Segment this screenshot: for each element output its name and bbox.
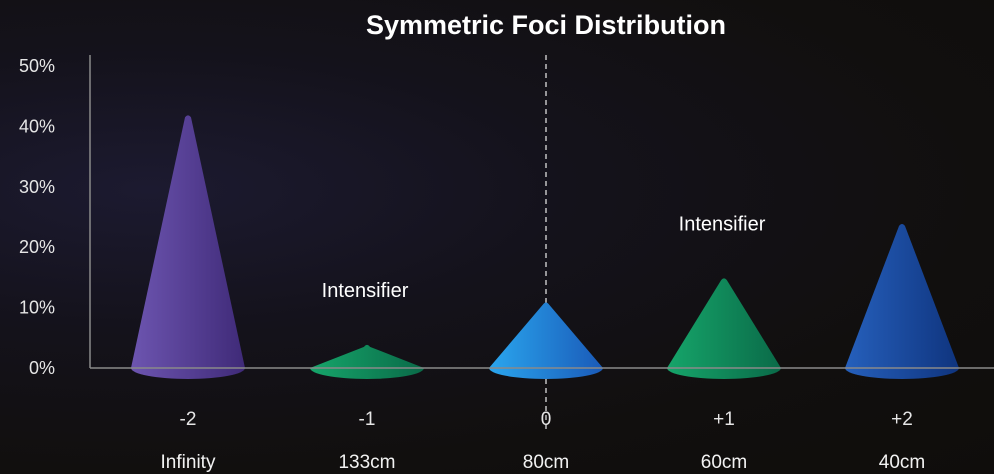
cone-body [310,344,424,379]
x-tick-label: -1 [359,409,376,430]
cone-body [131,115,245,379]
cone-body [845,224,959,379]
cone-body [489,302,603,379]
x-sublabel: 60cm [701,452,747,473]
x-sublabel: Infinity [161,452,216,473]
cone-bar [489,302,603,379]
cone-bar [310,344,424,379]
cone-bar [845,224,959,379]
x-tick-label: +2 [891,409,913,430]
x-tick-label: +1 [713,409,735,430]
cone-body [667,278,781,379]
y-tick-label: 20% [19,237,55,257]
x-sublabel: 133cm [338,452,395,473]
y-tick-label: 0% [29,358,55,378]
x-sublabel: 80cm [523,452,569,473]
x-tick-label: 0 [541,409,552,430]
cone-bar [131,115,245,379]
x-sublabel: 40cm [879,452,925,473]
annotations-group: Intensifier Intensifier [322,213,766,301]
annotation-label: Intensifier [322,280,409,302]
y-tick-label: 50% [19,56,55,76]
x-tick-label: -2 [180,409,197,430]
y-tick-label: 30% [19,177,55,197]
cones-group [131,115,959,379]
y-tick-label: 10% [19,298,55,318]
y-tick-labels: 0% 10% 20% 30% 40% 50% [19,56,55,378]
y-tick-label: 40% [19,116,55,136]
cone-bar [667,278,781,379]
x-tick-labels: -2 Infinity -1 133cm 0 80cm +1 60cm +2 40cm [161,409,926,473]
annotation-label: Intensifier [679,213,766,235]
chart-title: Symmetric Foci Distribution [366,10,726,40]
